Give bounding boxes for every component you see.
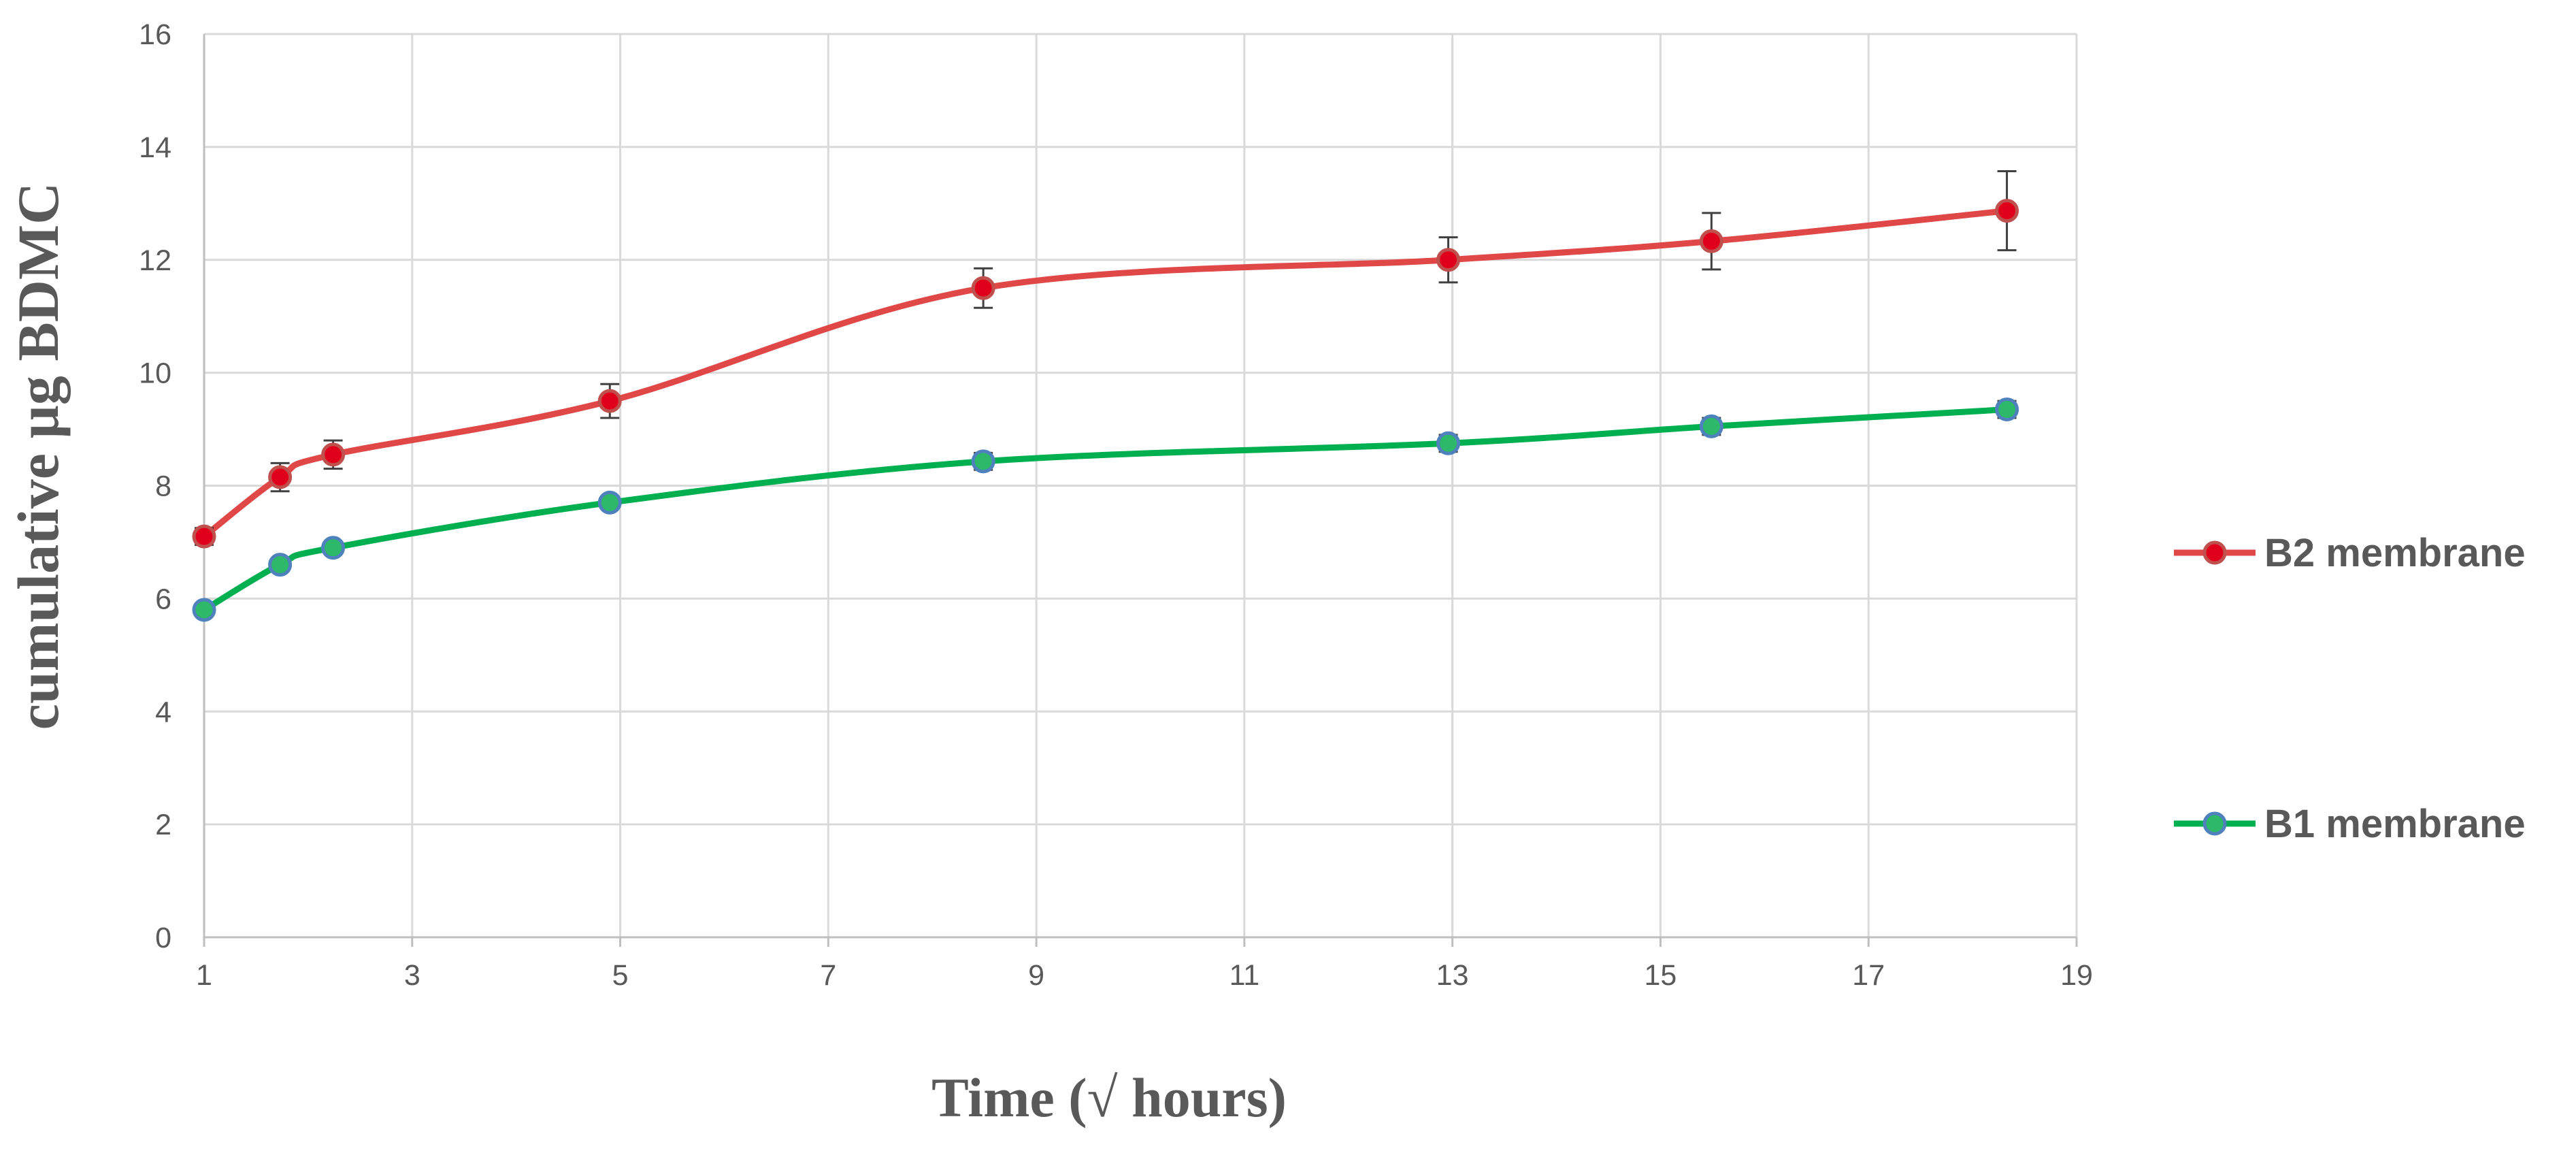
legend-item: B2 membrane [2174, 531, 2526, 575]
legend-marker [2202, 811, 2227, 836]
series-layer [192, 170, 2019, 622]
grid-lines [203, 33, 2078, 947]
x-tick-label: 3 [404, 959, 420, 992]
x-tick-label: 13 [1436, 959, 1469, 992]
data-point [1436, 248, 1461, 272]
legend-item: B1 membrane [2174, 802, 2526, 846]
data-point [321, 442, 346, 467]
legend: B2 membrane B1 membrane [2174, 531, 2526, 846]
y-tick-label: 2 [155, 809, 171, 841]
y-tick-label: 16 [139, 18, 171, 51]
data-point [597, 389, 622, 413]
series-b1-membrane [192, 398, 2019, 622]
x-tick-labels: 1 3 5 7 9 11 13 15 17 19 [196, 959, 2093, 992]
y-tick-label: 6 [155, 583, 171, 615]
data-point [1436, 431, 1461, 455]
x-tick-label: 11 [1229, 959, 1260, 992]
y-tick-label: 4 [155, 696, 171, 728]
data-point [1995, 199, 2019, 223]
series-b2-membrane [192, 170, 2019, 549]
y-tick-label: 8 [155, 470, 171, 503]
data-point [192, 598, 216, 622]
legend-label: B1 membrane [2264, 802, 2526, 846]
x-tick-label: 1 [196, 959, 212, 992]
data-point [971, 449, 995, 474]
x-tick-label: 7 [820, 959, 836, 992]
series-line [202, 208, 2008, 539]
data-point [268, 465, 293, 489]
data-point [971, 276, 995, 300]
x-tick-label: 5 [612, 959, 629, 992]
y-tick-labels: 0 2 4 6 8 10 12 14 16 [139, 18, 171, 954]
y-tick-label: 12 [139, 244, 171, 277]
data-point [321, 536, 346, 560]
data-point [1699, 229, 1723, 253]
x-tick-label: 9 [1028, 959, 1044, 992]
data-point [192, 524, 216, 549]
series-line [202, 406, 2007, 613]
x-axis-label: Time (√ hours) [931, 1067, 1287, 1129]
y-axis-label: cumulative µg BDMC [5, 182, 71, 730]
y-tick-label: 14 [139, 131, 171, 164]
legend-marker [2202, 540, 2227, 565]
legend-label: B2 membrane [2264, 531, 2526, 575]
x-tick-label: 17 [1852, 959, 1885, 992]
data-point [268, 553, 293, 577]
x-tick-label: 19 [2060, 959, 2093, 992]
x-tick-label: 15 [1645, 959, 1677, 992]
data-point [1995, 398, 2019, 422]
data-point [597, 490, 622, 515]
y-tick-label: 0 [155, 922, 171, 954]
y-tick-label: 10 [139, 357, 171, 390]
data-point [1699, 414, 1723, 438]
